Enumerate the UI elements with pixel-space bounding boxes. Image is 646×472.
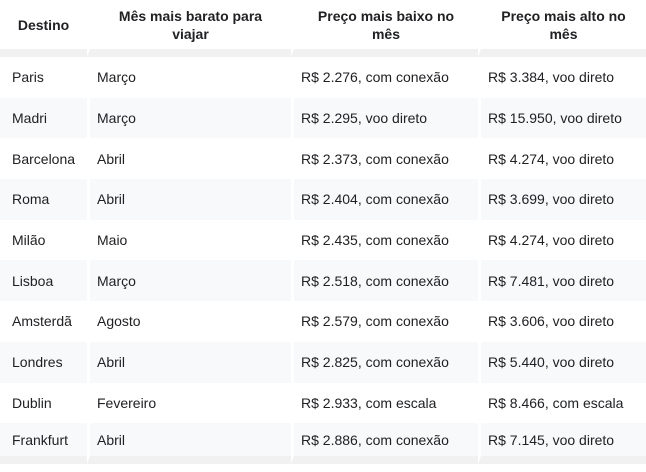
cell-lowest-price: R$ 2.373, com conexão [291, 138, 478, 180]
cell-cheapest-month: Abril [87, 423, 291, 464]
cell-highest-price: R$ 3.384, voo direto [478, 57, 646, 98]
cell-cheapest-month: Abril [87, 179, 291, 220]
cell-highest-price: R$ 5.440, voo direto [478, 341, 646, 383]
table-row: Roma Abril R$ 2.404, com conexão R$ 3.69… [0, 179, 646, 220]
cell-highest-price: R$ 7.145, voo direto [478, 423, 646, 464]
cell-cheapest-month: Março [87, 260, 291, 302]
table-header-row: Destino Mês mais barato para viajar Preç… [0, 0, 646, 57]
cell-destination: Milão [0, 219, 87, 261]
cell-cheapest-month: Março [87, 57, 291, 98]
table-row: Lisboa Março R$ 2.518, com conexão R$ 7.… [0, 260, 646, 302]
table-row: Milão Maio R$ 2.435, com conexão R$ 4.27… [0, 219, 646, 261]
table-row: Paris Março R$ 2.276, com conexão R$ 3.3… [0, 57, 646, 98]
table-body: Paris Março R$ 2.276, com conexão R$ 3.3… [0, 57, 646, 464]
column-header-highest-price: Preço mais alto no mês [478, 0, 646, 57]
cell-destination: Roma [0, 179, 87, 220]
table-row: Frankfurt Abril R$ 2.886, com conexão R$… [0, 423, 646, 464]
cell-lowest-price: R$ 2.276, com conexão [291, 57, 478, 98]
cell-cheapest-month: Fevereiro [87, 382, 291, 424]
cell-cheapest-month: Maio [87, 219, 291, 261]
cell-destination: Dublin [0, 382, 87, 424]
cell-lowest-price: R$ 2.579, com conexão [291, 301, 478, 342]
cell-lowest-price: R$ 2.435, com conexão [291, 219, 478, 261]
cell-destination: Paris [0, 57, 87, 98]
cell-lowest-price: R$ 2.518, com conexão [291, 260, 478, 302]
cell-destination: Barcelona [0, 138, 87, 180]
cell-lowest-price: R$ 2.886, com conexão [291, 423, 478, 464]
cell-highest-price: R$ 7.481, voo direto [478, 260, 646, 302]
column-header-cheapest-month: Mês mais barato para viajar [87, 0, 291, 57]
cell-highest-price: R$ 3.699, voo direto [478, 179, 646, 220]
cell-destination: Lisboa [0, 260, 87, 302]
cell-cheapest-month: Abril [87, 138, 291, 180]
cell-highest-price: R$ 4.274, voo direto [478, 138, 646, 180]
cell-cheapest-month: Agosto [87, 301, 291, 342]
cell-destination: Londres [0, 341, 87, 383]
cell-highest-price: R$ 4.274, voo direto [478, 219, 646, 261]
cell-lowest-price: R$ 2.825, com conexão [291, 341, 478, 383]
cell-highest-price: R$ 15.950, voo direto [478, 97, 646, 139]
table-row: Dublin Fevereiro R$ 2.933, com escala R$… [0, 382, 646, 424]
column-header-destination: Destino [0, 0, 87, 57]
cell-destination: Madri [0, 97, 87, 139]
cell-cheapest-month: Março [87, 97, 291, 139]
cell-highest-price: R$ 8.466, com escala [478, 382, 646, 424]
cell-destination: Amsterdã [0, 301, 87, 342]
table-row: Amsterdã Agosto R$ 2.579, com conexão R$… [0, 301, 646, 342]
table-row: Barcelona Abril R$ 2.373, com conexão R$… [0, 138, 646, 180]
column-header-lowest-price: Preço mais baixo no mês [291, 0, 478, 57]
table-row: Londres Abril R$ 2.825, com conexão R$ 5… [0, 341, 646, 383]
cell-lowest-price: R$ 2.295, voo direto [291, 97, 478, 139]
cell-destination: Frankfurt [0, 423, 87, 464]
table-row: Madri Março R$ 2.295, voo direto R$ 15.9… [0, 97, 646, 139]
cell-lowest-price: R$ 2.933, com escala [291, 382, 478, 424]
cell-highest-price: R$ 3.606, voo direto [478, 301, 646, 342]
cell-cheapest-month: Abril [87, 341, 291, 383]
cell-lowest-price: R$ 2.404, com conexão [291, 179, 478, 220]
table-header: Destino Mês mais barato para viajar Preç… [0, 0, 646, 57]
